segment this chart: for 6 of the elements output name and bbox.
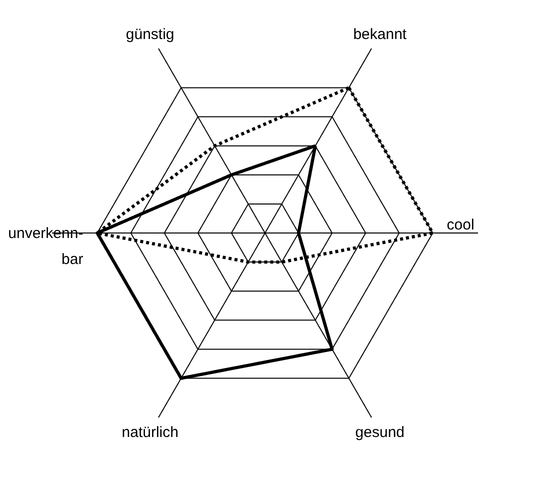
spoke-label: unverkenn- bar <box>8 225 84 268</box>
spoke-label: bekannt <box>353 26 408 43</box>
spoke-label: natürlich <box>122 424 178 442</box>
spoke-label: gesund <box>355 424 405 442</box>
spoke-label: cool <box>446 216 474 234</box>
spoke-label: günstig <box>126 26 174 43</box>
